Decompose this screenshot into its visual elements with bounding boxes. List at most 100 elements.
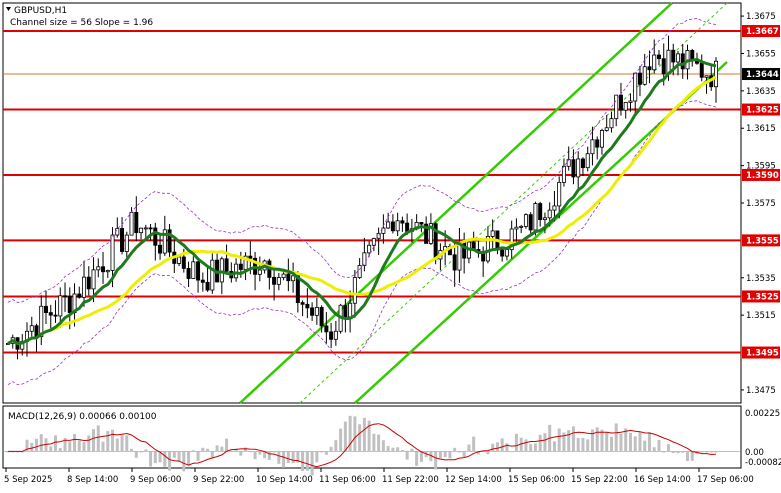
level-tag-3: 1.3555 (746, 236, 779, 246)
level-tag-1: 1.3625 (746, 106, 779, 116)
macd-bar (676, 451, 680, 454)
candle-bear (134, 211, 139, 234)
candle (424, 216, 429, 244)
candle-bull (523, 214, 528, 227)
candle-bull (143, 227, 148, 230)
moving-averages-layer (7, 17, 717, 386)
candle (509, 220, 514, 259)
candle (428, 213, 433, 246)
macd-bar (462, 451, 466, 457)
macd-bar (334, 440, 338, 452)
macd-bar (267, 451, 271, 460)
candle (291, 262, 296, 293)
envelope-upper (7, 17, 717, 303)
macd-bar (457, 451, 461, 453)
macd-bar (419, 451, 423, 462)
macd-bar (68, 441, 72, 452)
y-tick-label-2: 1.3635 (746, 87, 776, 97)
macd-bar (709, 451, 713, 453)
candle-bull (628, 100, 633, 103)
macd-bar (263, 451, 267, 459)
candle (367, 241, 372, 257)
macd-bar (82, 442, 86, 452)
candle (200, 272, 205, 292)
macd-bar (628, 432, 632, 452)
macd-bar (310, 451, 314, 476)
candle-bull (162, 229, 167, 254)
candle-bear (67, 296, 72, 313)
macd-bar (543, 433, 547, 452)
macd-bar (101, 441, 105, 452)
candle (124, 231, 129, 261)
candle (519, 224, 524, 234)
macd-bar (272, 451, 276, 453)
macd-bar (144, 449, 148, 452)
macd-bar (163, 451, 167, 467)
macd-bar (647, 432, 651, 452)
candle (362, 237, 367, 272)
macd-bar (681, 451, 685, 453)
candle (234, 258, 239, 282)
macd-bar (690, 451, 694, 461)
candle-bull (96, 266, 101, 271)
candle (167, 224, 172, 260)
candle-bear (120, 228, 125, 252)
candle-bull (576, 158, 581, 178)
macd-bar (63, 438, 67, 452)
macd-bar (500, 438, 504, 452)
candle-bull (604, 127, 609, 131)
macd-bar (448, 451, 452, 459)
candle-bull (652, 54, 657, 71)
current-price-tag-bg (742, 68, 780, 81)
candle (82, 260, 87, 307)
candle-bear (690, 50, 695, 60)
level-tag-2: 1.3590 (746, 171, 779, 181)
candle (704, 75, 709, 94)
level-tag-bg-2 (742, 168, 780, 181)
macd-bar (16, 451, 20, 453)
macd-bar (49, 446, 53, 452)
ma-slow-line (7, 75, 717, 346)
candle (286, 258, 291, 292)
candle-bull (357, 265, 362, 278)
candle-bull (623, 101, 628, 111)
macd-bar (491, 443, 495, 452)
candle (381, 214, 386, 244)
macd-bar (39, 434, 43, 452)
macd-bar (619, 433, 623, 452)
macd-bar (225, 438, 229, 452)
candle (538, 201, 543, 227)
macd-bar (315, 451, 319, 463)
macd-bar (609, 436, 613, 452)
macd-bar (244, 447, 248, 452)
candle-bear (205, 281, 210, 291)
macd-bar (557, 428, 561, 452)
macd-bar (643, 440, 647, 452)
candle-bear (419, 221, 424, 225)
macd-bar (529, 444, 533, 452)
candle-bear (538, 203, 543, 221)
candle (542, 212, 547, 234)
candle (148, 223, 153, 241)
macd-bar (210, 451, 214, 458)
candle-bull (561, 165, 566, 183)
candle (618, 82, 623, 116)
candle (205, 267, 210, 292)
macd-bar (405, 451, 409, 460)
y-tick-label-7: 1.3515 (746, 311, 776, 321)
candle (44, 291, 49, 324)
candle-bull (129, 211, 134, 236)
candle (105, 269, 110, 278)
candle (400, 216, 405, 232)
candle-bull (566, 159, 571, 167)
macd-bar (367, 420, 371, 452)
candle (675, 50, 680, 76)
macd-bar (600, 429, 604, 452)
macd-bar (196, 451, 200, 461)
x-axis: 5 Sep 2025 8 Sep 14:00 9 Sep 06:00 9 Sep 22… (4, 468, 754, 485)
candle-bull (191, 261, 196, 279)
candle-bull (257, 269, 262, 275)
candle-bear (405, 222, 410, 232)
candle-bull (675, 53, 680, 63)
macd-bar (11, 451, 15, 453)
